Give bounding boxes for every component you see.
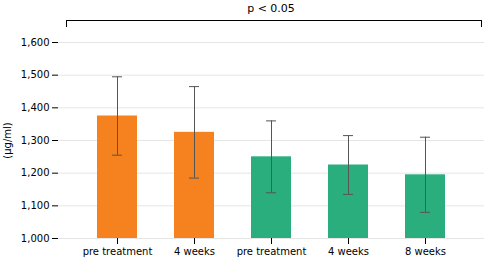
svg-text:pre treatment: pre treatment xyxy=(83,246,153,257)
html-text:p < 0.05: p < 0.05 xyxy=(247,2,295,15)
svg-text:1,100: 1,100 xyxy=(21,200,50,211)
svg-text:8 weeks: 8 weeks xyxy=(405,246,446,257)
svg-text:1,200: 1,200 xyxy=(21,167,50,178)
svg-text:4 weeks: 4 weeks xyxy=(174,246,215,257)
svg-text:1,500: 1,500 xyxy=(21,69,50,80)
svg-text:1,400: 1,400 xyxy=(21,102,50,113)
svg-text:pre treatment: pre treatment xyxy=(237,246,307,257)
svg-text:1,600: 1,600 xyxy=(21,37,50,48)
svg-text:4 weeks: 4 weeks xyxy=(328,246,369,257)
svg-text:1,000: 1,000 xyxy=(21,233,50,244)
svg-text:1,300: 1,300 xyxy=(21,135,50,146)
svg-text:(μg/ml): (μg/ml) xyxy=(2,122,13,159)
